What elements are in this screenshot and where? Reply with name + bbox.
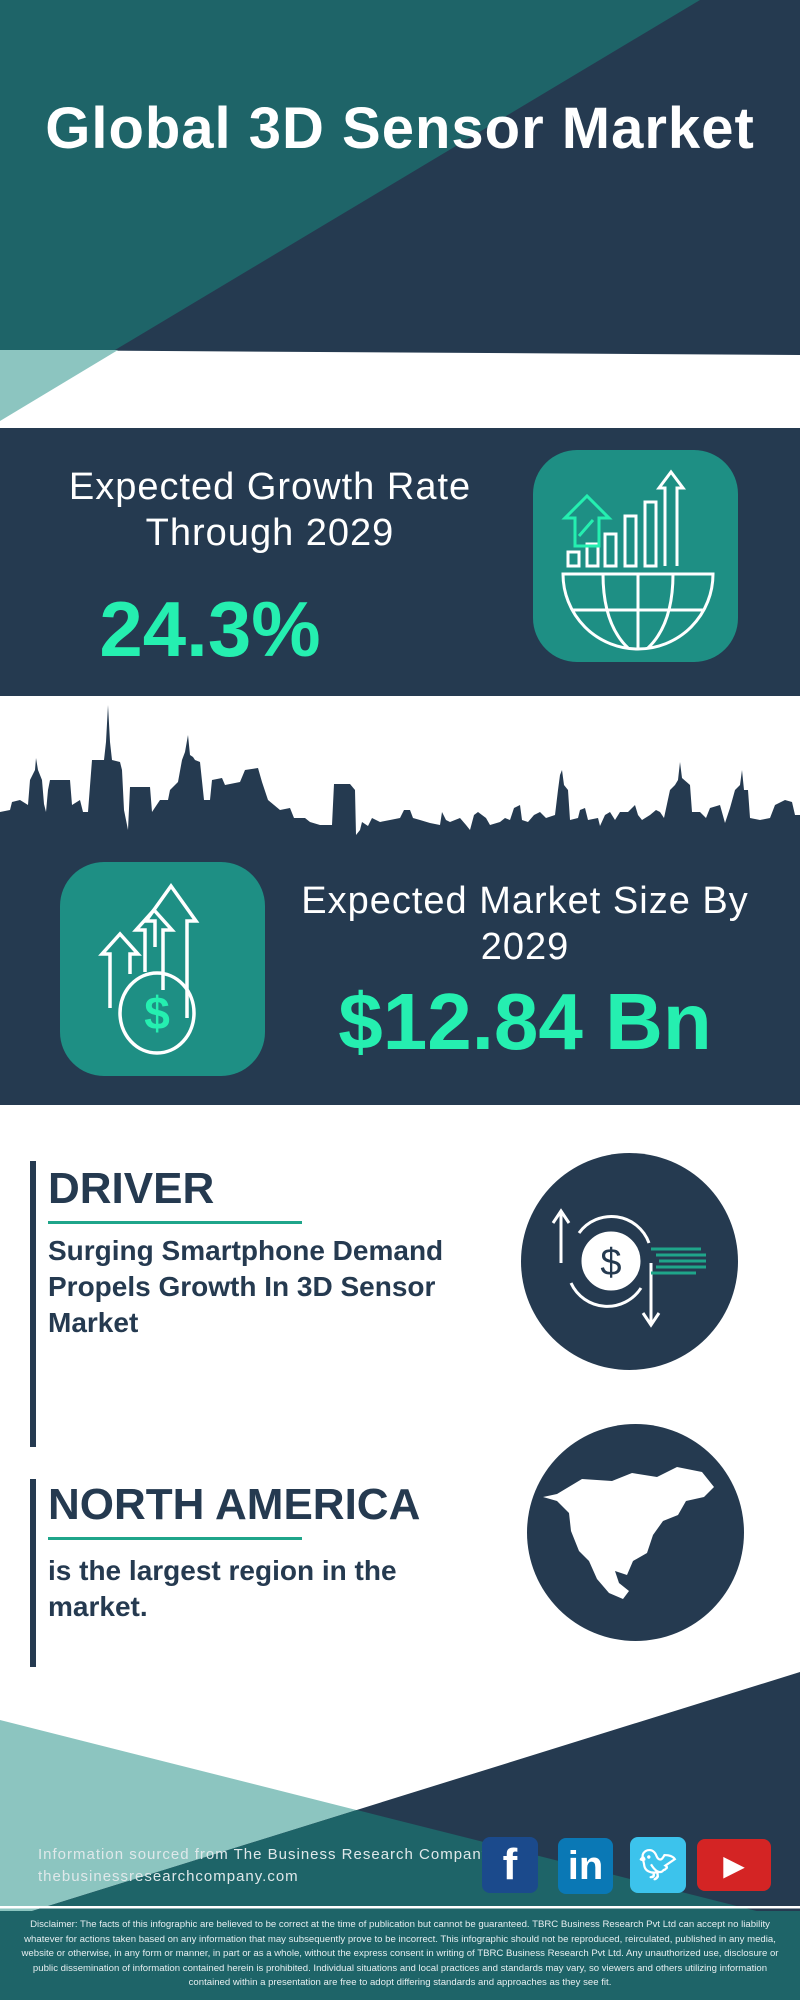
market-size-label: Expected Market Size By 2029 bbox=[301, 880, 749, 968]
driver-underline bbox=[48, 1221, 302, 1224]
growth-value: 24.3% bbox=[99, 585, 321, 673]
city-skyline bbox=[0, 705, 800, 845]
twitter-icon[interactable]: 🐦︎ bbox=[630, 1837, 686, 1893]
growth-icon-box bbox=[533, 450, 738, 662]
youtube-icon[interactable]: ▶ bbox=[697, 1839, 771, 1891]
north-america-map-icon bbox=[543, 1467, 714, 1599]
dollar-exchange-icon: $ bbox=[551, 1208, 706, 1328]
linkedin-icon[interactable]: in bbox=[558, 1838, 613, 1894]
driver-icon-circle: $ bbox=[521, 1153, 738, 1370]
region-heading: NORTH AMERICA bbox=[48, 1480, 421, 1529]
market-size-value: $12.84 Bn bbox=[338, 977, 712, 1066]
disclaimer: Disclaimer: The facts of this infographi… bbox=[21, 1919, 779, 1988]
website-link[interactable]: thebusinessresearchcompany.com bbox=[38, 1868, 299, 1885]
market-icon-box: $ bbox=[60, 862, 265, 1076]
growth-label: Expected Growth Rate Through 2029 bbox=[68, 466, 472, 554]
page-title: Global 3D Sensor Market bbox=[45, 96, 755, 161]
region-text: is the largest region in the market. bbox=[48, 1555, 397, 1622]
facebook-icon[interactable]: f bbox=[482, 1837, 538, 1893]
driver-accent-bar bbox=[30, 1161, 36, 1447]
svg-text:$: $ bbox=[144, 987, 170, 1039]
region-icon-circle bbox=[527, 1424, 744, 1641]
driver-text: Surging Smartphone Demand Propels Growth… bbox=[48, 1235, 444, 1338]
globe-bar-chart-icon bbox=[561, 469, 715, 651]
dollar-arrows-up-icon: $ bbox=[98, 882, 200, 1055]
region-underline bbox=[48, 1537, 302, 1540]
source-text: Information sourced from The Business Re… bbox=[38, 1846, 491, 1863]
driver-heading: DRIVER bbox=[48, 1164, 215, 1213]
svg-text:$: $ bbox=[600, 1242, 621, 1284]
region-accent-bar bbox=[30, 1479, 36, 1667]
